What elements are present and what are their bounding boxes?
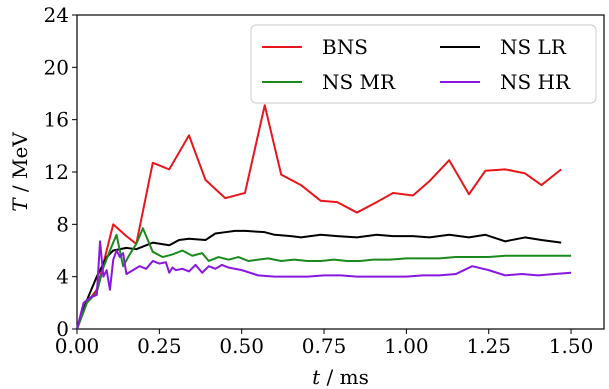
legend-box xyxy=(250,24,597,104)
y-tick-label: 12 xyxy=(44,160,69,184)
x-tick-label: 0.50 xyxy=(219,334,264,358)
legend-label-bns: BNS xyxy=(322,35,368,59)
legend-label-ns-lr: NS LR xyxy=(500,35,567,59)
axis-labels-layer: t / ms T / MeV xyxy=(8,132,369,389)
y-tick-label: 4 xyxy=(56,265,69,289)
y-tick-label: 24 xyxy=(44,3,69,27)
series-line-bns xyxy=(76,104,562,330)
series-line-ns-lr xyxy=(76,229,562,330)
legend-label-ns-hr: NS HR xyxy=(500,70,571,94)
x-tick-label: 0.00 xyxy=(55,334,100,358)
x-tick-label: 0.75 xyxy=(302,334,347,358)
y-axis-label: T / MeV xyxy=(8,132,32,212)
legend: BNS NS LR NS MR NS HR xyxy=(250,24,597,104)
series-line-ns-mr xyxy=(76,227,572,330)
x-tick-label: 1.25 xyxy=(466,334,511,358)
x-tick-label: 0.25 xyxy=(137,334,182,358)
ticks-layer: 0.00 0.25 0.50 0.75 1.00 1.25 1.50 0 4 8 12 16 20 24 xyxy=(44,3,594,358)
y-tick-label: 8 xyxy=(56,212,69,236)
legend-label-ns-mr: NS MR xyxy=(322,70,396,94)
x-tick-label: 1.50 xyxy=(549,334,594,358)
y-tick-label: 0 xyxy=(56,317,69,341)
series-line-ns-hr xyxy=(76,240,572,330)
y-tick-label: 20 xyxy=(44,55,69,79)
x-tick-label: 1.00 xyxy=(384,334,429,358)
y-tick-label: 16 xyxy=(44,108,69,132)
x-axis-label: t / ms xyxy=(312,365,369,389)
series-layer xyxy=(76,104,572,330)
